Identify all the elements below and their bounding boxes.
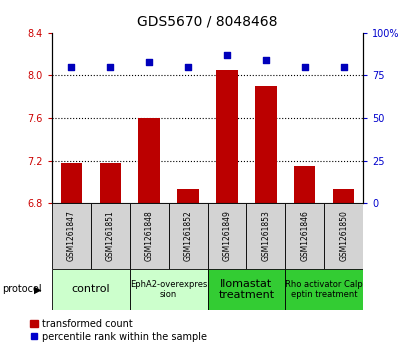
Bar [294,166,315,203]
Bar [139,118,160,203]
Bar [52,203,91,269]
Text: GSM1261852: GSM1261852 [183,211,193,261]
Point [107,64,114,70]
Bar [61,163,82,203]
Bar [91,203,130,269]
Text: GSM1261849: GSM1261849 [222,211,232,261]
Point [185,64,191,70]
Text: protocol: protocol [2,285,42,294]
Text: GSM1261848: GSM1261848 [145,211,154,261]
Text: EphA2-overexpres
sion: EphA2-overexpres sion [130,280,207,299]
Bar [247,203,286,269]
Title: GDS5670 / 8048468: GDS5670 / 8048468 [137,15,278,29]
Bar [130,269,208,310]
Bar [208,269,286,310]
Point [68,64,75,70]
Text: GSM1261853: GSM1261853 [261,211,270,261]
Bar [286,203,324,269]
Text: GSM1261851: GSM1261851 [106,211,115,261]
Point [263,57,269,63]
Point [301,64,308,70]
Bar [286,269,363,310]
Text: ▶: ▶ [34,285,42,294]
Bar [255,86,276,203]
Bar [333,189,354,203]
Bar [130,203,168,269]
Bar [100,163,121,203]
Bar [208,203,247,269]
Point [224,52,230,58]
Text: Rho activator Calp
eptin treatment: Rho activator Calp eptin treatment [286,280,363,299]
Text: GSM1261847: GSM1261847 [67,211,76,261]
Point [146,59,152,65]
Text: control: control [71,285,110,294]
Bar [216,70,238,203]
Legend: transformed count, percentile rank within the sample: transformed count, percentile rank withi… [30,319,208,342]
Text: Ilomastat
treatment: Ilomastat treatment [218,279,274,300]
Point [340,64,347,70]
Text: GSM1261850: GSM1261850 [339,211,348,261]
Bar [324,203,363,269]
Bar [168,203,208,269]
Bar [52,269,130,310]
Text: GSM1261846: GSM1261846 [300,211,309,261]
Bar [177,189,199,203]
